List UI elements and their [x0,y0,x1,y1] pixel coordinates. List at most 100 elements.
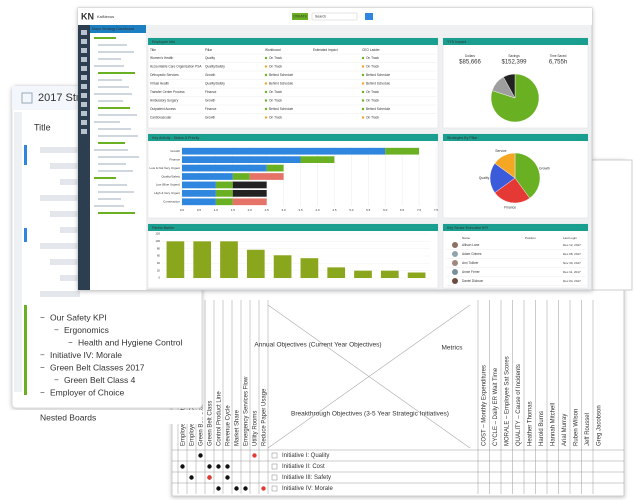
nav-icon[interactable] [81,120,87,125]
person-name: Allison Lane [462,243,480,247]
table-cell: Behind Schedule [366,73,390,77]
table-cell: Quality [205,56,215,60]
pie-slice [490,73,540,123]
nav-icon[interactable] [81,48,87,53]
person-name: Daniel Dickson [462,279,483,283]
nav-icon[interactable] [81,84,87,89]
matrix-column-label: COST – Monthly Expenditures [482,365,488,446]
matrix-diag [267,304,471,449]
table-cell: On Track [269,115,282,119]
tree-item: Green Belt Class 4 [64,375,136,385]
x-tick-label: 2.0 [248,208,253,212]
matrix-dot [243,486,248,491]
nav-icon[interactable] [81,129,87,134]
tree-line [94,149,128,151]
stat-label: Time Saved [550,54,567,58]
x-tick-label: 1.5 [231,208,236,212]
nav-icon[interactable] [81,102,87,107]
tree-line [98,163,126,165]
table-cell: On Track [366,90,379,94]
matrix-column-label: MORALE – Employee Sat Scores [505,356,511,446]
matrix-dot [225,475,230,480]
tree-line [98,198,121,200]
table-header: Pillar [205,48,213,52]
matrix-column-label: Control Product Line [217,391,223,446]
table-cell: Growth [205,73,216,77]
matrix-column-label: Emergency Services Flow [244,376,250,446]
tree-line [98,212,135,214]
bar-segment [385,147,420,155]
bar [246,249,265,278]
avatar [452,278,458,284]
avatar [452,269,458,275]
tree-toggle: − [40,363,45,372]
matrix-column-label: Hannah Mitchell [551,403,557,446]
nav-icon[interactable] [81,66,87,71]
tree-line [98,142,125,144]
last-login: Dec 12, 2017 [563,243,581,247]
pie-label: Finance [504,206,516,210]
status-dot [264,90,268,94]
tree-item: Green Belt Classes 2017 [50,362,145,372]
bar-segment [215,198,233,206]
create-button[interactable] [292,13,308,20]
bar [407,272,426,278]
person-name: Annie Ferrer [462,270,481,274]
row-checkbox [271,452,278,459]
bar [380,270,399,278]
bar-segment [266,164,284,172]
tree-line [98,191,134,193]
search-box[interactable] [311,12,358,21]
avatar [452,260,458,266]
table-cell: Cardiovascular [150,115,172,119]
table-cell: Transfer Center Process [150,90,185,94]
bar-segment [182,147,386,155]
column-header: Title [34,122,51,132]
bar-segment [215,189,233,197]
tree-row-placeholder [40,147,80,153]
y-tick-label: High & Very Urgent [154,191,180,195]
nav-icon[interactable] [81,30,87,35]
widget-header [148,38,438,45]
nav-icon[interactable] [81,57,87,62]
bar-segment [232,181,267,189]
status-dot [264,56,268,60]
bar-segment [182,164,267,172]
y-tick-label: 20 [157,268,161,272]
y-tick-label: 0 [158,276,160,280]
status-dot [361,107,365,111]
x-tick-label: 3.0 [282,208,287,212]
nav-icon[interactable] [81,93,87,98]
user-button[interactable] [365,13,373,20]
matrix-column-label: Green Belt Class [208,401,214,446]
tree-line [98,156,139,158]
bar [193,241,212,278]
nav-icon[interactable] [81,75,87,80]
nav-icon[interactable] [81,39,87,44]
matrix-row-label: Initiative III: Safety [282,475,331,481]
board-title: 2017 Stra [38,92,87,104]
matrix-column-label: Reduce Paper Usage [262,388,268,446]
stat-value: $152,399 [501,60,527,66]
tree-line [94,121,120,123]
nav-icon[interactable] [81,111,87,116]
table-cell: Behind Schedule [366,107,390,111]
table-cell: On Track [269,90,282,94]
tree-line [98,58,121,60]
matrix-column-label: Ruben Wilson [574,409,580,446]
table-cell: Women's Health [150,56,173,60]
bar [300,258,319,278]
tree-toggle: − [40,351,45,360]
matrix-dot [216,486,221,491]
y-tick-label: Finance [169,157,180,161]
tree-line [98,51,134,53]
tree-line [94,177,116,179]
tree-line [98,44,127,46]
tree-item: Initiative IV: Morale [50,350,122,360]
matrix-row-label: Initiative I: Quality [282,453,329,459]
table-header: Position [525,236,536,240]
pie-slice [503,73,516,99]
bar-segment [249,173,284,180]
tree-item: Employer of Choice [50,387,124,397]
status-dot [361,73,365,77]
